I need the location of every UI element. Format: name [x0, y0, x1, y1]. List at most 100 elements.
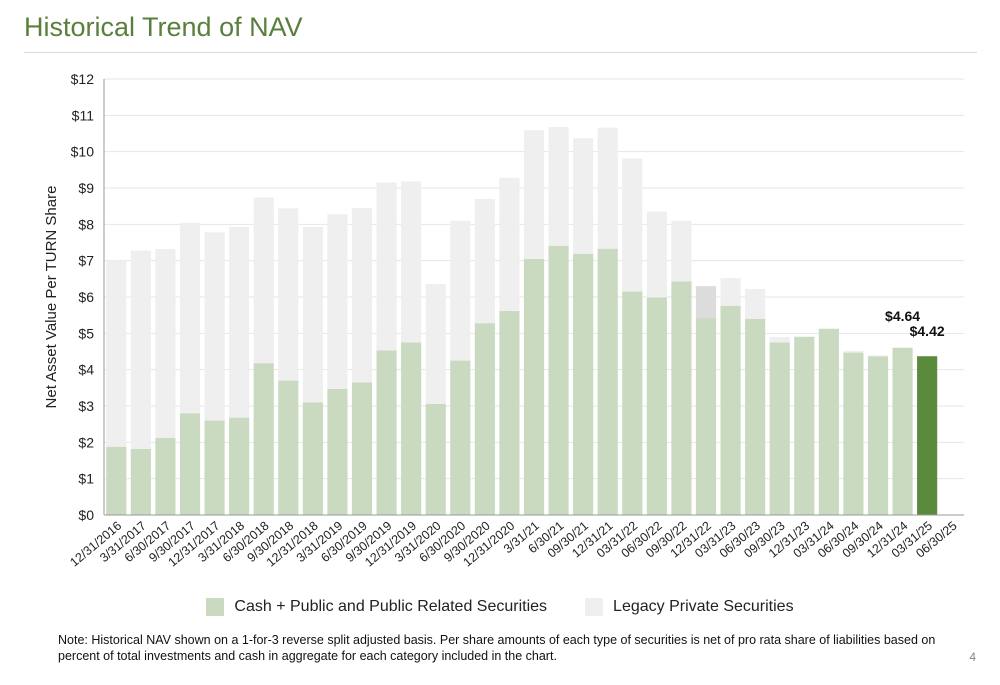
bar-legacy-segment	[818, 328, 839, 329]
chart-legend: Cash + Public and Public Related Securit…	[0, 598, 1000, 616]
y-tick-label: $8	[78, 216, 94, 232]
bar-cash-segment	[474, 323, 495, 515]
bar-cash-segment	[401, 342, 422, 515]
legend-item-cash: Cash + Public and Public Related Securit…	[206, 598, 547, 616]
bar-legacy-segment	[646, 211, 667, 298]
bar-legacy-segment	[843, 350, 864, 353]
bar-legacy-segment	[622, 158, 643, 292]
axes	[103, 79, 964, 516]
page-number: 4	[969, 650, 976, 664]
bar-cash-segment	[499, 310, 520, 515]
bar-legacy-segment	[229, 226, 250, 418]
y-axis-label: Net Asset Value Per TURN Share	[43, 186, 60, 409]
data-label: $4.64	[885, 308, 920, 324]
x-tick-labels: 12/31/20163/31/20176/30/20179/30/201712/…	[67, 519, 959, 570]
bar-cash-segment	[671, 281, 692, 515]
bar-legacy-segment	[450, 220, 471, 361]
legend-label-cash: Cash + Public and Public Related Securit…	[234, 598, 548, 615]
data-labels: $4.64$4.42	[885, 308, 945, 339]
bar-cash-segment	[450, 360, 471, 515]
legend-swatch-cash	[206, 598, 225, 616]
bar-cash-segment	[204, 420, 225, 515]
y-tick-label: $3	[78, 398, 94, 414]
bar-cash-segment	[278, 380, 299, 515]
bar-cash-segment	[302, 402, 323, 515]
bar-cash-segment	[351, 382, 373, 515]
bar-cash-segment	[130, 448, 151, 515]
bar-legacy-segment	[499, 177, 520, 311]
bar-cash-segment	[720, 305, 741, 515]
bar-legacy-segment	[695, 286, 717, 319]
bar-cash-segment	[155, 437, 176, 515]
bar-cash-segment	[548, 245, 569, 515]
footnote: Note: Historical NAV shown on a 1-for-3 …	[58, 633, 936, 663]
bar-legacy-segment	[769, 336, 790, 343]
bar-legacy-segment	[253, 197, 274, 364]
bar-legacy-segment	[179, 222, 201, 414]
bar-cash-segment	[646, 297, 667, 515]
y-tick-label: $12	[71, 71, 95, 87]
bar-legacy-segment	[892, 347, 913, 348]
bar-cash-segment	[523, 258, 545, 515]
bar-cash-segment	[818, 328, 839, 515]
bar-cash-segment	[327, 388, 348, 515]
bar-cash-segment	[769, 342, 790, 515]
legend-swatch-legacy	[585, 598, 604, 616]
bar-cash-segment	[376, 350, 397, 515]
bar-legacy-segment	[106, 260, 127, 447]
bar-legacy-segment	[425, 283, 446, 404]
bar-legacy-segment	[302, 226, 323, 403]
bar-legacy-segment	[573, 138, 594, 254]
bar-cash-segment	[622, 291, 643, 515]
bar-legacy-segment	[597, 127, 618, 249]
bar-legacy-segment	[745, 289, 766, 319]
y-tick-label: $2	[78, 434, 94, 450]
page-title: Historical Trend of NAV	[24, 12, 303, 42]
y-tick-label: $10	[71, 144, 95, 160]
bar-cash-segment	[179, 413, 201, 515]
bar-legacy-segment	[278, 208, 299, 381]
bar-cash-segment	[917, 356, 938, 515]
bar-legacy-segment	[351, 207, 373, 383]
y-tick-label: $4	[78, 362, 94, 378]
bar-legacy-segment	[130, 250, 151, 449]
y-tick-label: $6	[78, 289, 94, 305]
y-tick-label: $11	[72, 107, 95, 123]
bar-legacy-segment	[474, 198, 495, 324]
bar-cash-segment	[425, 403, 446, 515]
legend-item-legacy: Legacy Private Securities	[585, 598, 794, 616]
y-tick-label: $7	[78, 253, 94, 269]
bar-legacy-segment	[794, 336, 815, 337]
title-divider	[24, 52, 977, 53]
legend-label-legacy: Legacy Private Securities	[613, 598, 794, 615]
bar-cash-segment	[106, 446, 127, 515]
bar-cash-segment	[253, 363, 274, 515]
bar-legacy-segment	[204, 232, 225, 421]
bar-cash-segment	[597, 248, 618, 515]
bar-cash-segment	[843, 352, 864, 515]
data-label: $4.42	[910, 323, 945, 339]
nav-bar-chart: $0 $1 $2 $3 $4 $5 $6 $7 $8 $9 $10 $11 $12 12/31/2016…	[43, 71, 964, 570]
bar-cash-segment	[892, 347, 913, 515]
y-tick-labels: $0 $1 $2 $3 $4 $5 $6 $7 $8 $9 $10 $11 $12	[71, 71, 95, 523]
bar-legacy-segment	[867, 355, 889, 357]
y-tick-label: $9	[78, 180, 94, 196]
y-tick-label: $5	[78, 325, 94, 341]
bar-cash-segment	[745, 318, 766, 515]
bar-legacy-segment	[548, 126, 569, 246]
bar-legacy-segment	[155, 249, 176, 438]
bar-legacy-segment	[401, 181, 422, 343]
bar-cash-segment	[573, 253, 594, 515]
bars	[106, 126, 938, 515]
bar-cash-segment	[867, 356, 889, 515]
bar-cash-segment	[794, 336, 815, 515]
y-tick-label: $0	[78, 507, 94, 523]
bar-legacy-segment	[720, 278, 741, 306]
bar-cash-segment	[229, 417, 250, 515]
bar-legacy-segment	[327, 214, 348, 389]
bar-legacy-segment	[376, 182, 397, 351]
bar-legacy-segment	[671, 220, 692, 282]
y-tick-label: $1	[78, 471, 94, 487]
bar-cash-segment	[695, 318, 717, 515]
bar-legacy-segment	[523, 130, 545, 259]
